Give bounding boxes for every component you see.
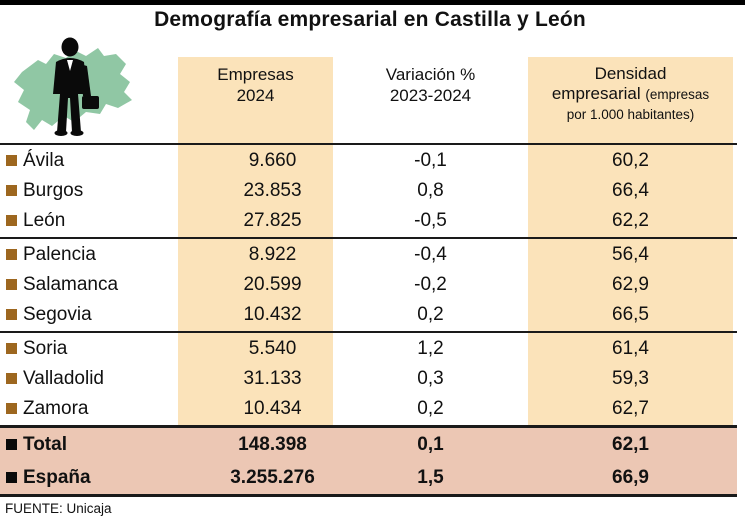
- row-label: Palencia: [23, 244, 96, 265]
- row-label: León: [23, 210, 66, 231]
- variacion-value: 0,3: [417, 368, 444, 389]
- row-bullet-icon: [6, 309, 17, 320]
- totals-background-band: [0, 428, 737, 494]
- column-header-line: empresarial (empresas: [528, 84, 733, 105]
- column-header-variacion: Variación % 2023-2024: [333, 64, 528, 106]
- top-border-rule: [0, 0, 745, 5]
- empresas-value: 148.398: [238, 434, 307, 455]
- densidad-value: 62,2: [612, 210, 649, 231]
- table-row: Salamanca 20.599 -0,2 62,9: [0, 270, 737, 300]
- separator-rule: [0, 494, 737, 497]
- row-label: Zamora: [23, 398, 89, 419]
- column-header-note: (empresas: [645, 87, 710, 102]
- variacion-value: 0,2: [417, 304, 444, 325]
- column-header-line: Empresas: [217, 65, 294, 84]
- densidad-value: 56,4: [612, 244, 649, 265]
- table-row: Zamora 10.434 0,2 62,7: [0, 394, 737, 424]
- row-bullet-icon: [6, 439, 17, 450]
- row-label: Ávila: [23, 150, 65, 171]
- table-row: Ávila 9.660 -0,1 60,2: [0, 146, 737, 176]
- column-header-word: empresarial: [551, 84, 641, 103]
- variacion-value: 1,5: [417, 467, 444, 488]
- row-label: España: [23, 467, 91, 488]
- businessman-icon: [53, 37, 99, 136]
- row-bullet-icon: [6, 155, 17, 166]
- column-header-densidad: Densidad empresarial (empresas por 1.000…: [528, 64, 733, 125]
- densidad-value: 62,9: [612, 274, 649, 295]
- densidad-value: 62,1: [612, 434, 649, 455]
- column-stripe-densidad: [528, 57, 733, 428]
- variacion-value: -0,4: [414, 244, 447, 265]
- source-note: FUENTE: Unicaja: [5, 501, 112, 516]
- empresas-value: 3.255.276: [230, 467, 315, 488]
- variacion-value: 0,1: [417, 434, 444, 455]
- castilla-y-leon-map-icon: [14, 37, 132, 136]
- table-row: España 3.255.276 1,5 66,9: [0, 461, 737, 494]
- column-stripe-empresas: [178, 57, 333, 428]
- column-header-line: Variación %: [385, 65, 476, 84]
- table-row: Total 148.398 0,1 62,1: [0, 428, 737, 461]
- row-label: Burgos: [23, 180, 84, 201]
- row-label: Soria: [23, 338, 68, 359]
- separator-rule: [0, 425, 737, 428]
- table-row: Segovia 10.432 0,2 66,5: [0, 300, 737, 330]
- separator-rule: [0, 331, 737, 333]
- separator-rule: [0, 143, 737, 145]
- row-label: Valladolid: [23, 368, 104, 389]
- empresas-value: 8.922: [248, 244, 297, 265]
- densidad-value: 60,2: [612, 150, 649, 171]
- row-bullet-icon: [6, 343, 17, 354]
- densidad-value: 66,4: [612, 180, 649, 201]
- row-label: Salamanca: [23, 274, 119, 295]
- column-header-line: 2023-2024: [389, 86, 472, 105]
- row-label: Total: [23, 434, 67, 455]
- variacion-value: 0,2: [417, 398, 444, 419]
- empresas-value: 5.540: [248, 338, 297, 359]
- row-bullet-icon: [6, 472, 17, 483]
- page-title: Demografía empresarial en Castilla y Leó…: [154, 8, 586, 31]
- row-bullet-icon: [6, 373, 17, 384]
- variacion-value: -0,2: [414, 274, 447, 295]
- table-row: León 27.825 -0,5 62,2: [0, 206, 737, 236]
- densidad-value: 66,9: [612, 467, 649, 488]
- table-row: Burgos 23.853 0,8 66,4: [0, 176, 737, 206]
- column-header-note: por 1.000 habitantes): [566, 107, 695, 122]
- separator-rule: [0, 237, 737, 239]
- densidad-value: 62,7: [612, 398, 649, 419]
- row-label: Segovia: [23, 304, 92, 325]
- empresas-value: 23.853: [243, 180, 302, 201]
- table-row: Soria 5.540 1,2 61,4: [0, 334, 737, 364]
- variacion-value: -0,5: [414, 210, 447, 231]
- table-row: Palencia 8.922 -0,4 56,4: [0, 240, 737, 270]
- empresas-value: 10.432: [243, 304, 302, 325]
- empresas-value: 20.599: [243, 274, 302, 295]
- densidad-value: 66,5: [612, 304, 649, 325]
- empresas-value: 9.660: [248, 150, 297, 171]
- empresas-value: 31.133: [243, 368, 302, 389]
- variacion-value: 1,2: [417, 338, 444, 359]
- variacion-value: -0,1: [414, 150, 447, 171]
- column-header-empresas: Empresas 2024: [178, 64, 333, 106]
- column-header-line: Densidad: [594, 64, 667, 83]
- row-bullet-icon: [6, 215, 17, 226]
- table-row: Valladolid 31.133 0,3 59,3: [0, 364, 737, 394]
- variacion-value: 0,8: [417, 180, 444, 201]
- row-bullet-icon: [6, 185, 17, 196]
- empresas-value: 27.825: [243, 210, 302, 231]
- row-bullet-icon: [6, 279, 17, 290]
- row-bullet-icon: [6, 249, 17, 260]
- densidad-value: 59,3: [612, 368, 649, 389]
- row-bullet-icon: [6, 403, 17, 414]
- empresas-value: 10.434: [243, 398, 302, 419]
- column-header-line: 2024: [236, 86, 275, 105]
- densidad-value: 61,4: [612, 338, 649, 359]
